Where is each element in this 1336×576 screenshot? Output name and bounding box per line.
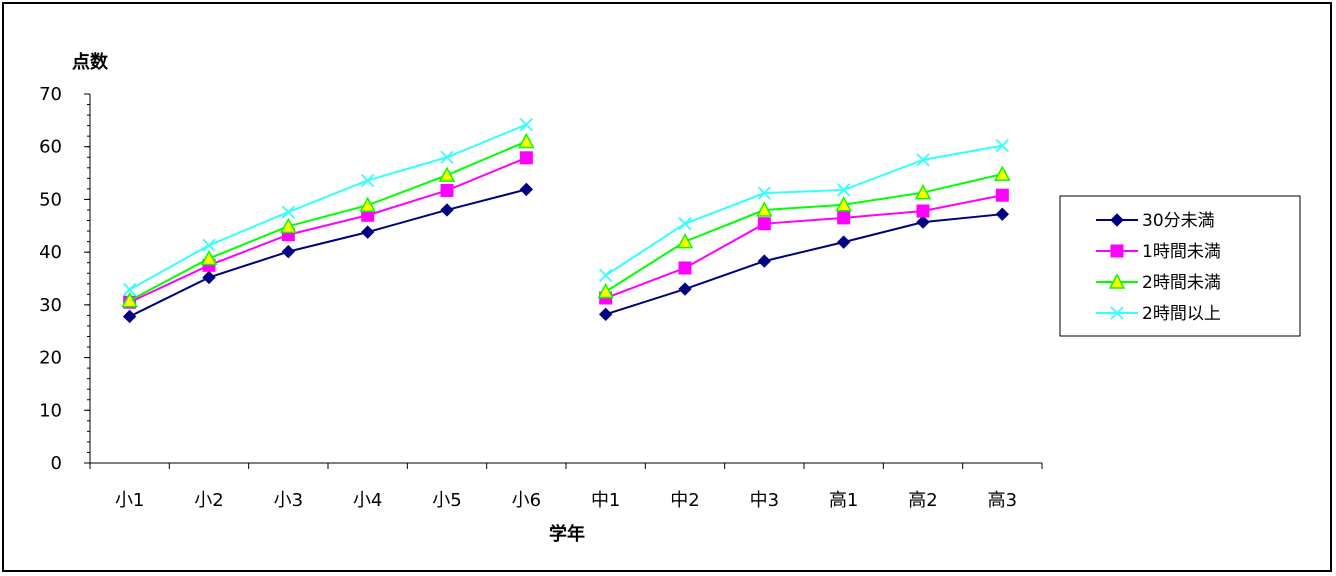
x-tick-label: 高2 bbox=[908, 490, 937, 511]
y-tick-label: 70 bbox=[39, 84, 62, 105]
triangle-marker bbox=[597, 283, 614, 299]
triangle-marker bbox=[676, 233, 694, 249]
x-marker-stroke bbox=[519, 117, 533, 132]
triangle-marker bbox=[994, 165, 1011, 181]
x-tick-label: 小3 bbox=[274, 490, 303, 511]
triangle-marker bbox=[359, 196, 376, 212]
x-marker-stroke bbox=[599, 268, 613, 282]
x-marker-stroke bbox=[1110, 306, 1124, 320]
x-tick-label: 小6 bbox=[512, 490, 541, 511]
diamond-marker bbox=[440, 203, 454, 217]
square-marker bbox=[995, 188, 1009, 202]
square-marker bbox=[757, 217, 771, 231]
x-tick-label: 小5 bbox=[432, 490, 461, 511]
legend-label: 1時間未満 bbox=[1142, 242, 1221, 262]
triangle-marker bbox=[914, 183, 932, 200]
series-3 bbox=[121, 132, 1011, 308]
diamond-marker bbox=[678, 282, 692, 296]
legend-item: 2時間以上 bbox=[1096, 304, 1221, 324]
diamond-marker bbox=[281, 244, 296, 259]
diamond-marker bbox=[360, 225, 375, 239]
y-tick-label: 10 bbox=[39, 400, 62, 421]
diamond-marker bbox=[1110, 213, 1124, 227]
legend-label: 2時間未満 bbox=[1142, 273, 1221, 293]
legend-item: 2時間未満 bbox=[1096, 273, 1221, 293]
diamond-marker bbox=[836, 235, 851, 249]
square-marker bbox=[440, 183, 454, 197]
x-tick-label: 小4 bbox=[353, 490, 382, 511]
x-marker-stroke bbox=[757, 186, 771, 200]
square-marker bbox=[916, 204, 930, 218]
x-marker-stroke bbox=[837, 183, 851, 197]
series-line bbox=[129, 123, 527, 291]
diamond-marker bbox=[916, 215, 930, 229]
x-tick-label: 中1 bbox=[591, 490, 620, 511]
diamond-marker bbox=[757, 254, 772, 268]
triangle-marker bbox=[280, 217, 297, 234]
series-1 bbox=[122, 182, 1010, 324]
series-2 bbox=[123, 151, 1009, 309]
diamond-marker bbox=[122, 309, 137, 324]
triangle-marker bbox=[1108, 273, 1126, 289]
series-line bbox=[605, 213, 1003, 316]
x-marker-stroke bbox=[123, 282, 137, 297]
diamond-marker bbox=[202, 270, 216, 285]
x-tick-label: 小2 bbox=[194, 490, 223, 511]
x-marker-stroke bbox=[995, 139, 1009, 153]
x-axis-title: 学年 bbox=[549, 523, 585, 545]
series-line bbox=[605, 144, 1003, 277]
x-tick-label: 中3 bbox=[750, 490, 779, 511]
diamond-marker bbox=[598, 307, 613, 322]
y-axis-title: 点数 bbox=[72, 51, 109, 73]
y-tick-label: 20 bbox=[39, 348, 62, 369]
x-tick-label: 高3 bbox=[988, 490, 1017, 511]
series-line bbox=[129, 188, 527, 318]
square-marker bbox=[519, 151, 533, 165]
legend-item: 30分未満 bbox=[1096, 211, 1215, 231]
diamond-marker bbox=[519, 182, 534, 197]
square-marker bbox=[1110, 244, 1124, 258]
triangle-marker bbox=[756, 201, 773, 217]
legend-item: 1時間未満 bbox=[1096, 242, 1221, 262]
series-layer bbox=[121, 117, 1011, 324]
x-marker-stroke bbox=[916, 153, 930, 167]
triangle-marker bbox=[835, 196, 852, 212]
line-chart: 点数 学年 0 10 20 30 40 50 60 70 小1 小2 小3 小4 小5 小6 中1 中2 中3 高… bbox=[39, 51, 1301, 545]
legend: 30分未満 1時間未満 2時間未満 2時間以上 bbox=[1059, 195, 1301, 337]
legend-label: 2時間以上 bbox=[1142, 304, 1221, 324]
y-tick-label: 60 bbox=[39, 137, 62, 158]
x-marker-stroke bbox=[281, 205, 295, 219]
series-line bbox=[129, 156, 527, 304]
series-4 bbox=[123, 117, 1009, 297]
axes: 0 10 20 30 40 50 60 70 小1 小2 小3 小4 小5 小6 中1 中2 中3 高1 高2 高3 bbox=[39, 84, 1043, 511]
x-marker-stroke bbox=[440, 150, 454, 164]
triangle-marker bbox=[438, 166, 456, 182]
x-marker-stroke bbox=[678, 217, 692, 231]
y-tick-label: 30 bbox=[39, 295, 62, 316]
x-tick-label: 小1 bbox=[115, 490, 144, 511]
y-tick-label: 50 bbox=[39, 189, 62, 210]
x-tick-label: 中2 bbox=[670, 490, 699, 511]
x-marker-stroke bbox=[202, 238, 216, 252]
triangle-marker bbox=[518, 132, 535, 149]
y-tick-label: 0 bbox=[51, 453, 62, 474]
triangle-marker bbox=[200, 249, 218, 266]
square-marker bbox=[678, 261, 692, 275]
y-tick-label: 40 bbox=[39, 242, 62, 263]
diamond-marker bbox=[995, 207, 1010, 221]
series-line bbox=[605, 194, 1003, 299]
series-line bbox=[129, 140, 527, 302]
series-line bbox=[605, 173, 1003, 293]
square-marker bbox=[837, 211, 851, 225]
triangle-marker bbox=[121, 292, 138, 308]
x-marker-stroke bbox=[361, 173, 375, 188]
legend-label: 30分未満 bbox=[1142, 211, 1215, 231]
x-tick-label: 高1 bbox=[829, 490, 858, 511]
